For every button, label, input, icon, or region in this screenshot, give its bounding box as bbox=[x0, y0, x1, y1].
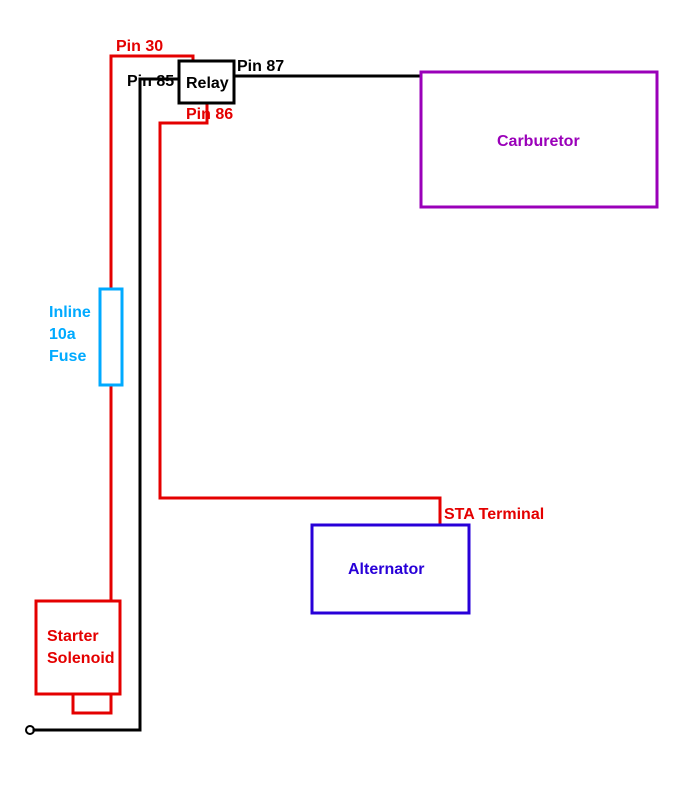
alternator-label: Alternator bbox=[348, 561, 424, 578]
label-sol1: Starter bbox=[47, 628, 99, 645]
label-pin30: Pin 30 bbox=[116, 38, 163, 55]
label-pin86: Pin 86 bbox=[186, 106, 233, 123]
fuse-box bbox=[100, 289, 122, 385]
solenoid-box bbox=[36, 601, 120, 694]
carburetor-label: Carburetor bbox=[497, 133, 580, 150]
relay-label: Relay bbox=[186, 75, 229, 92]
label-fuse2: 10a bbox=[49, 326, 76, 343]
label-fuse1: Inline bbox=[49, 304, 91, 321]
label-sta: STA Terminal bbox=[444, 506, 544, 523]
label-fuse3: Fuse bbox=[49, 348, 86, 365]
label-sol2: Solenoid bbox=[47, 650, 115, 667]
label-pin87: Pin 87 bbox=[237, 58, 284, 75]
label-pin85: Pin 85 bbox=[127, 73, 174, 90]
